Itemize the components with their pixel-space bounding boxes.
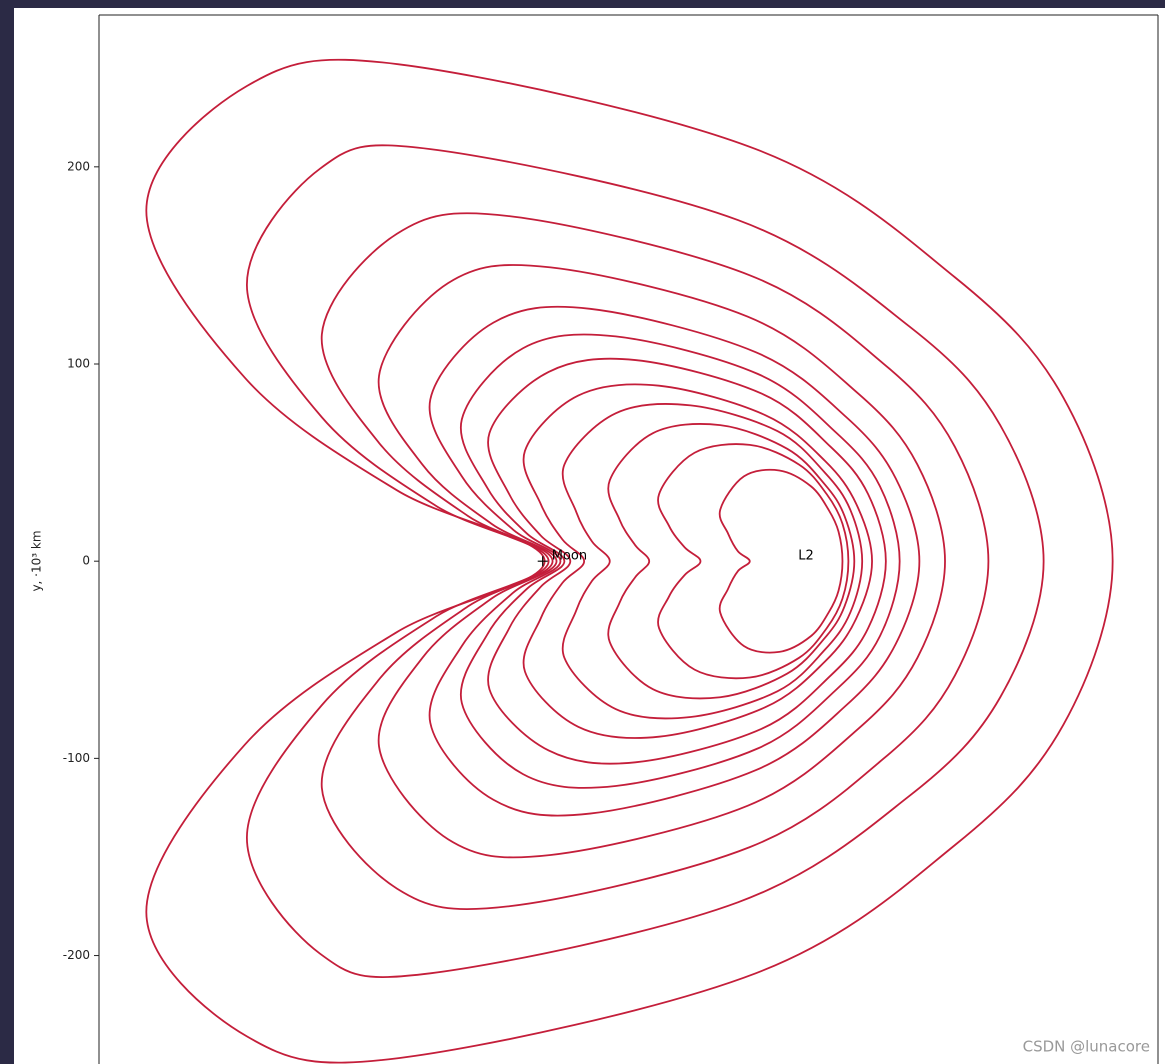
orbit	[487, 357, 887, 765]
watermark: CSDN @lunacore	[1023, 1038, 1150, 1056]
orbit	[522, 383, 873, 739]
y-tick-label: 200	[67, 159, 90, 173]
figure-background	[14, 8, 1165, 1064]
annotation: L2	[798, 549, 814, 564]
orbit	[718, 468, 844, 654]
y-axis-label: y, ·10³ km	[30, 530, 44, 591]
orbit	[459, 333, 901, 789]
plot-area: Moon L2	[145, 58, 1114, 1064]
moon-marker	[537, 556, 548, 567]
orbit	[145, 58, 1114, 1064]
orbit	[377, 264, 946, 859]
orbit	[657, 443, 850, 680]
y-tick-label: -100	[63, 751, 90, 765]
orbit	[607, 423, 856, 700]
y-tick-label: -200	[63, 948, 90, 962]
y-tick-label: 100	[67, 357, 90, 371]
orbit	[428, 305, 921, 817]
orbit	[561, 403, 864, 720]
annotation: Moon	[552, 549, 587, 564]
orbit	[246, 144, 1045, 978]
y-tick-label: 0	[82, 554, 90, 568]
orbit	[320, 212, 990, 911]
